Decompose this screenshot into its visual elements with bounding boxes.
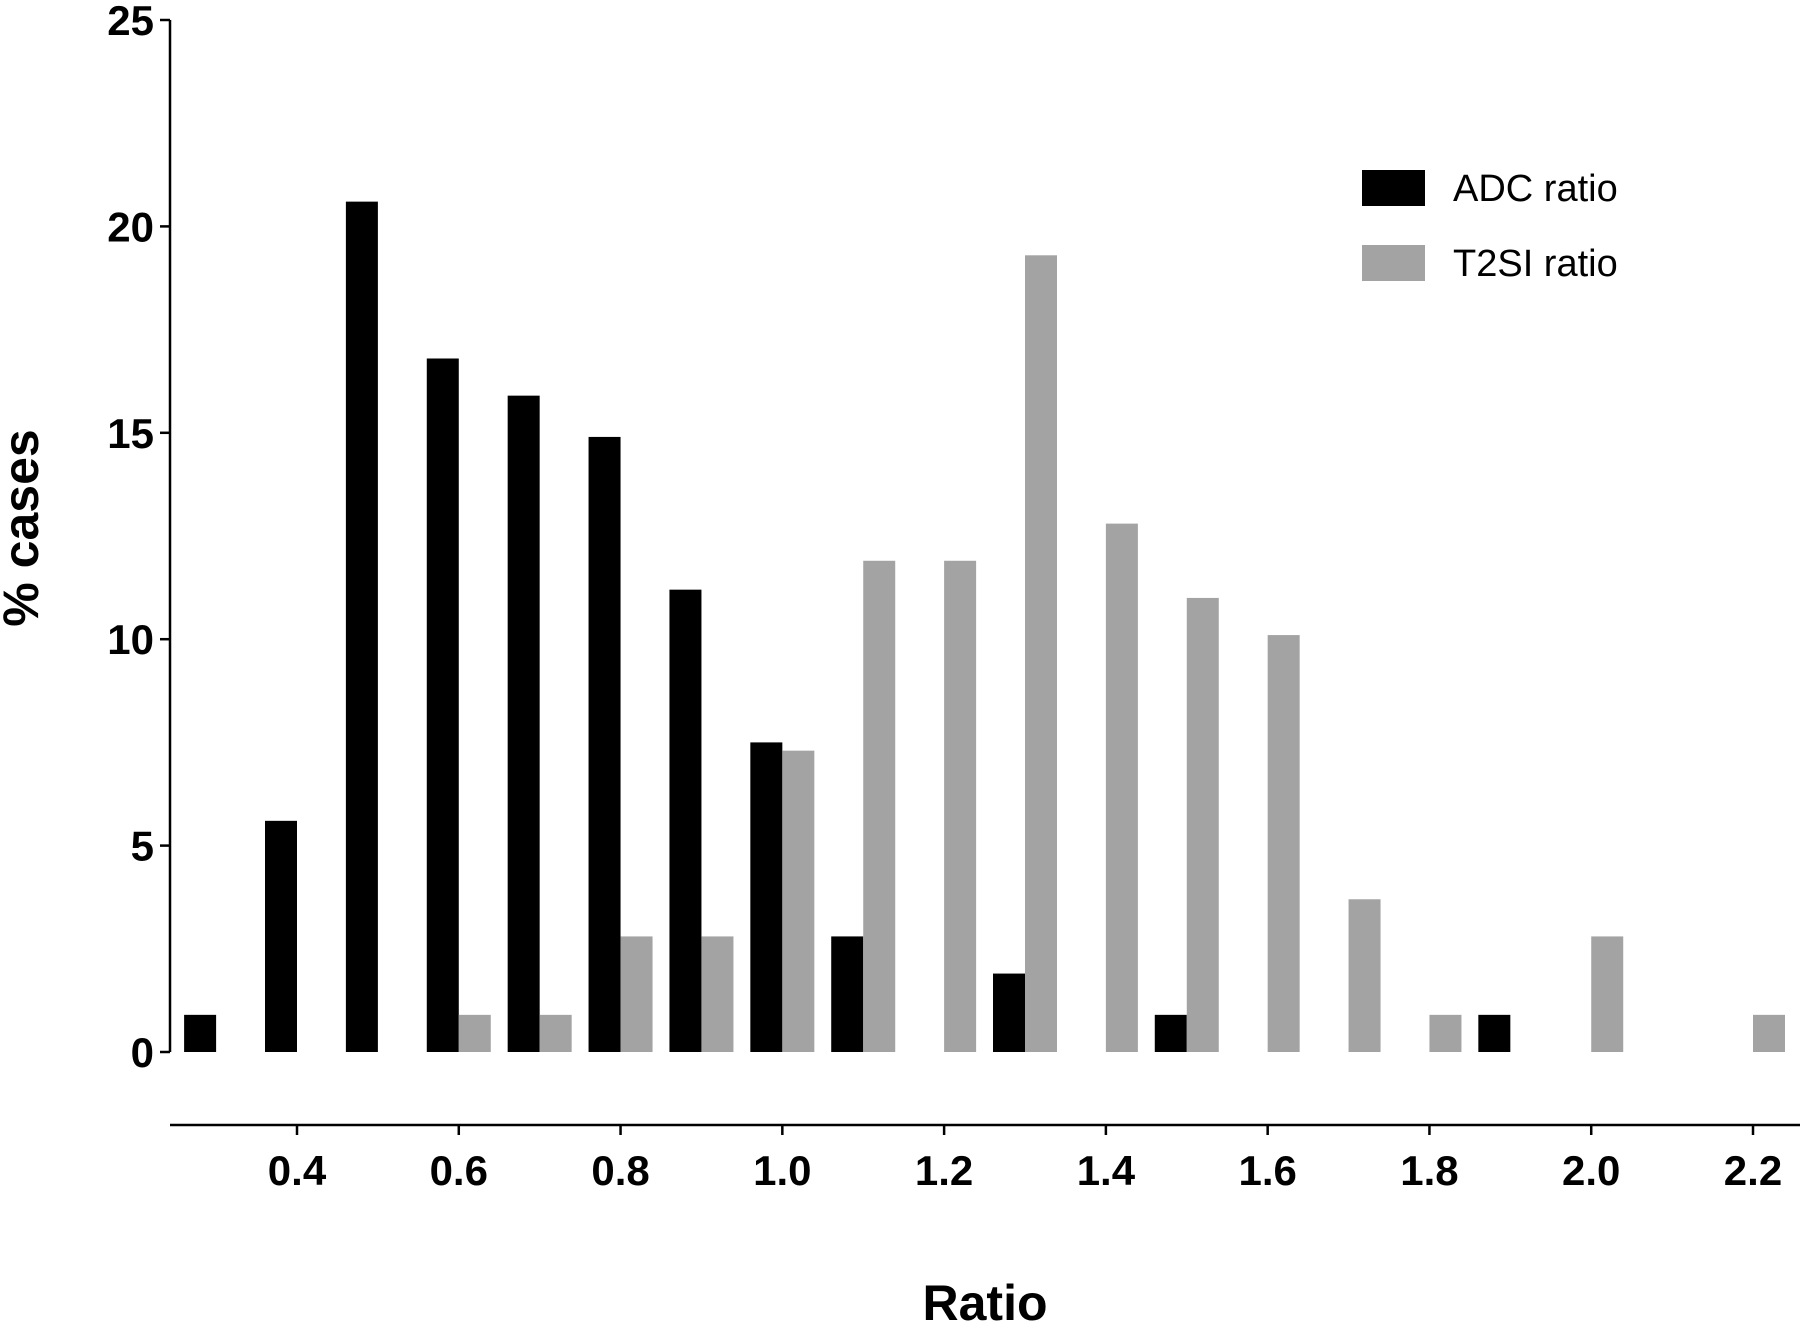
- y-tick-label: 25: [107, 0, 154, 44]
- x-tick-label: 0.4: [268, 1147, 327, 1194]
- t2si-ratio-bar: [1186, 597, 1219, 1052]
- t2si-ratio-bar: [1025, 255, 1057, 1052]
- y-tick-label: 0: [131, 1029, 154, 1076]
- adc-ratio-bar: [184, 1014, 217, 1052]
- t2si-ratio-bar: [1348, 899, 1381, 1052]
- adc-ratio-bar: [831, 936, 864, 1052]
- t2si-ratio-bar: [620, 936, 653, 1052]
- x-tick-label: 1.6: [1238, 1147, 1296, 1194]
- legend-swatch: [1362, 245, 1425, 281]
- t2si-ratio-bar: [782, 750, 815, 1052]
- x-axis-title: Ratio: [923, 1275, 1048, 1325]
- x-tick-label: 1.0: [753, 1147, 811, 1194]
- adc-ratio-bar: [1154, 1014, 1187, 1052]
- adc-ratio-bar: [265, 820, 297, 1052]
- axes-group: 0 5 10 15 20 25 0.4 0.6 0.8 1.0 1.2 1.4 1.6 1.8 2.0 2.2: [107, 0, 1800, 1194]
- adc-ratio-bar: [993, 973, 1025, 1052]
- x-tick-label: 1.8: [1400, 1147, 1458, 1194]
- t2si-ratio-bar: [1267, 635, 1300, 1052]
- t2si-ratio-bar: [1591, 936, 1624, 1052]
- t2si-ratio-bar: [539, 1014, 572, 1052]
- adc-ratio-bar: [426, 358, 459, 1053]
- legend-label: T2SI ratio: [1453, 243, 1618, 285]
- adc-ratio-bar: [669, 589, 702, 1052]
- t2si-ratio-bar: [1753, 1014, 1785, 1052]
- y-tick-label: 15: [107, 410, 154, 457]
- legend: ADC ratio T2SI ratio: [1362, 168, 1618, 285]
- adc-ratio-bar: [1478, 1014, 1511, 1052]
- t2si-ratio-bar: [1429, 1014, 1462, 1052]
- t2si-ratio-bar: [701, 936, 734, 1052]
- t2si-ratio-bar: [944, 560, 977, 1052]
- t2si-ratio-bar: [863, 560, 896, 1052]
- y-axis-title: % cases: [0, 429, 49, 626]
- adc-ratio-bar: [345, 201, 378, 1052]
- y-tick-label: 10: [107, 616, 154, 663]
- x-tick-label: 1.2: [915, 1147, 973, 1194]
- y-tick-label: 5: [131, 823, 154, 870]
- bars-group: [184, 201, 1785, 1053]
- x-tick-label: 2.2: [1724, 1147, 1782, 1194]
- adc-ratio-bar: [507, 395, 540, 1052]
- adc-ratio-bar: [588, 436, 621, 1053]
- x-tick-label: 1.4: [1077, 1147, 1136, 1194]
- legend-label: ADC ratio: [1453, 168, 1618, 210]
- y-tick-label: 20: [107, 203, 154, 250]
- x-tick-label: 0.8: [591, 1147, 649, 1194]
- adc-ratio-bar: [750, 742, 783, 1052]
- t2si-ratio-bar: [1105, 523, 1138, 1052]
- x-tick-label: 2.0: [1562, 1147, 1620, 1194]
- x-tick-label: 0.6: [430, 1147, 488, 1194]
- legend-swatch: [1362, 170, 1425, 206]
- t2si-ratio-bar: [458, 1014, 491, 1052]
